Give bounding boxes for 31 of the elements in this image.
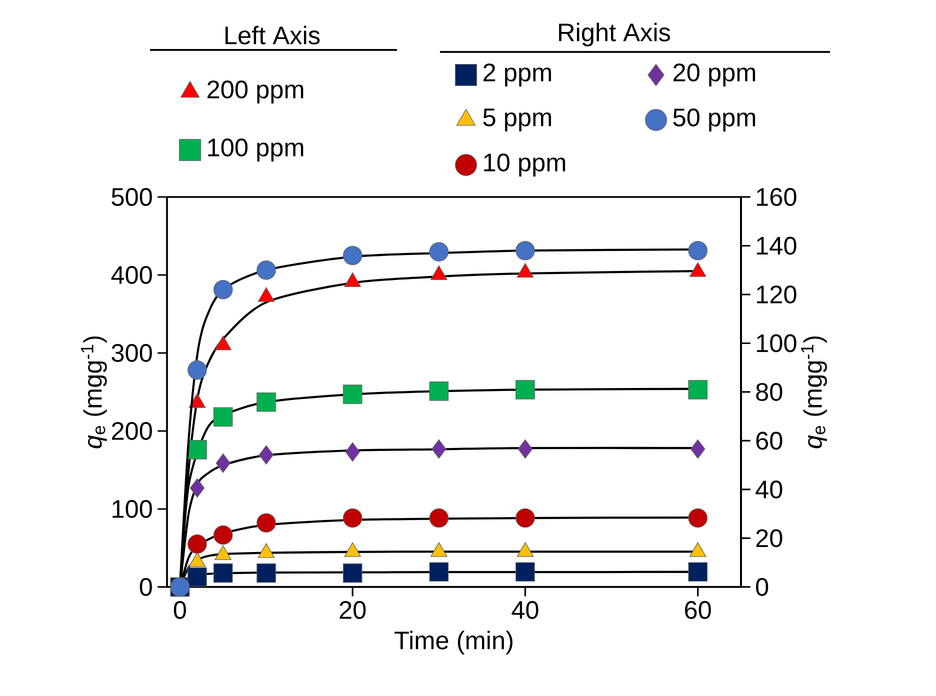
legend-label: 2 ppm (484, 64, 551, 86)
x-tick-label: 20 (340, 601, 366, 619)
x-tick-label: 0 (174, 601, 186, 619)
y2-tick-label: 60 (756, 432, 782, 450)
y-axis-title: q$_{e}$ (mgg$^{-1}$) (81, 336, 107, 448)
y2-tick-label: 140 (756, 236, 796, 255)
y2-tick-label: 40 (756, 480, 782, 498)
y-tick-label: 500 (112, 188, 152, 206)
x-tick-label: 60 (685, 601, 711, 619)
legend-label: 50 ppm (673, 108, 756, 132)
x-axis-title: Time (min) (394, 630, 512, 654)
y-tick-label: 100 (112, 500, 152, 518)
y2-tick-label: 0 (756, 578, 768, 596)
y2-tick-label: 120 (756, 286, 796, 304)
y-tick-label: 200 (112, 422, 152, 440)
y-tick-label: 300 (112, 344, 152, 362)
legend-label: 20 ppm (674, 64, 756, 86)
legend-label: 10 ppm (484, 154, 566, 176)
y2-tick-label: 160 (756, 188, 796, 206)
y-tick-label: 400 (111, 266, 152, 284)
legend-label: 200 ppm (208, 80, 304, 104)
y-tick-label: 0 (140, 578, 152, 596)
y2-tick-label: 80 (756, 383, 782, 401)
legend-label: 100 ppm (208, 138, 304, 162)
x-tick-label: 40 (512, 601, 538, 619)
text: Right Axis (559, 22, 670, 46)
y2-tick-label: 100 (756, 334, 796, 352)
legend-label: 5 ppm (483, 108, 551, 132)
y2-axis-title: q$_{e}$ (mgg$^{-1}$) (801, 336, 827, 448)
y2-tick-label: 20 (756, 529, 782, 548)
text: Left Axis (226, 26, 320, 44)
